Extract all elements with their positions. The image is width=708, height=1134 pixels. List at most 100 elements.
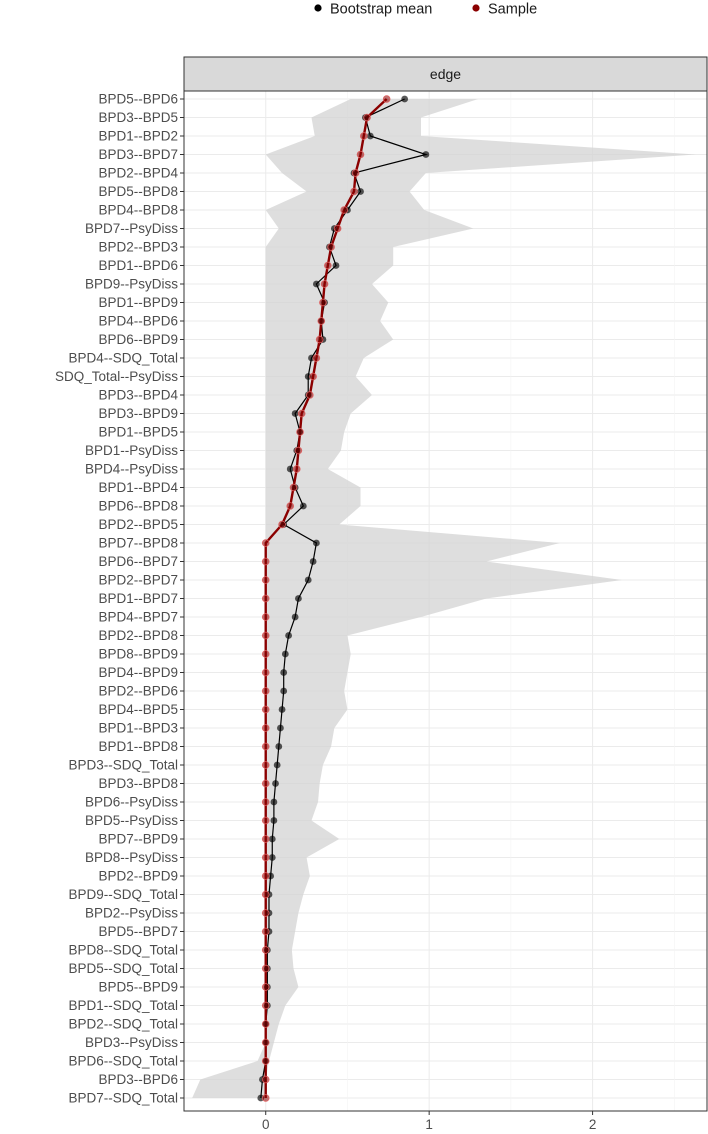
sample-point: [363, 113, 371, 122]
bootstrap-mean-point: [268, 854, 276, 861]
y-tick-label: BPD8--PsyDiss: [85, 850, 178, 865]
sample-point: [297, 409, 306, 418]
y-tick-label: BPD7--BPD8: [98, 536, 178, 551]
bootstrap-mean-point: [281, 650, 289, 658]
y-tick-label: BPD4--PsyDiss: [85, 462, 178, 477]
bootstrap-mean-point: [272, 780, 279, 787]
sample-point: [359, 132, 368, 140]
sample-point: [261, 779, 270, 788]
bootstrap-mean-point: [295, 595, 302, 602]
y-tick-label: BPD5--BPD6: [98, 92, 178, 107]
y-tick-label: BPD1--BPD4: [98, 480, 178, 495]
y-tick-label: BPD8--SDQ_Total: [68, 943, 178, 958]
y-tick-label: BPD4--BPD5: [98, 702, 178, 717]
sample-point: [261, 798, 270, 806]
y-tick-label: BPD1--BPD2: [98, 129, 178, 144]
bootstrap-mean-point: [280, 669, 288, 676]
y-tick-label: BPD1--BPD8: [98, 739, 178, 754]
y-tick-label: BPD2--BPD4: [98, 166, 178, 181]
bootstrap-mean-point: [309, 558, 317, 565]
sample-point: [312, 354, 321, 362]
y-tick-label: BPD9--PsyDiss: [85, 277, 178, 292]
bootstrap-mean-point: [268, 835, 276, 843]
y-tick-label: BPD2--BPD5: [98, 517, 178, 532]
sample-point: [261, 983, 270, 991]
y-tick-label: BPD2--BPD9: [98, 869, 178, 884]
y-tick-label: BPD2--BPD3: [98, 240, 178, 255]
y-tick-label: BPD1--BPD9: [98, 295, 178, 310]
x-axis: 0 1 2: [262, 1111, 596, 1132]
y-tick-label: BPD4--BPD8: [98, 203, 178, 218]
sample-point: [289, 483, 298, 492]
sample-points: [261, 95, 391, 1102]
y-tick-label: BPD8--BPD9: [98, 647, 178, 662]
y-tick-label: BPD2--BPD6: [98, 684, 178, 699]
legend-key: [472, 4, 480, 12]
bootstrap-mean-point: [312, 539, 320, 547]
y-tick-label: BPD7--BPD9: [98, 832, 178, 847]
sample-point: [261, 909, 270, 917]
sample-point: [261, 1094, 270, 1102]
bootstrap-mean-point: [270, 798, 278, 806]
sample-point: [261, 724, 270, 732]
facet-strip-label: edge: [430, 66, 461, 82]
y-tick-label: BPD3--BPD8: [98, 776, 178, 791]
bootstrap-mean-point: [285, 632, 292, 639]
sample-point: [261, 631, 270, 640]
y-tick-label: BPD3--BPD7: [98, 147, 178, 162]
sample-point: [333, 224, 342, 233]
y-tick-label: BPD3--BPD4: [98, 388, 178, 403]
bootstrap-mean-point: [299, 502, 307, 510]
y-tick-label: BPD3--BPD6: [98, 1072, 178, 1087]
bootstrap-mean-point: [366, 132, 374, 140]
sample-point: [261, 816, 270, 825]
sample-point: [320, 280, 329, 288]
bootstrap-mean-point: [401, 95, 409, 103]
sample-point: [356, 150, 365, 159]
x-tick-label: 0: [262, 1117, 270, 1132]
sample-point: [324, 261, 332, 270]
sample-point: [327, 243, 335, 251]
x-tick-label: 2: [589, 1117, 597, 1132]
sample-point: [261, 613, 270, 621]
sample-point: [382, 95, 391, 103]
bootstrap-mean-point: [357, 188, 364, 195]
y-tick-label: BPD1--BPD6: [98, 258, 178, 273]
y-tick-label: BPD7--SDQ_Total: [68, 1091, 178, 1106]
bootstrap-mean-point: [273, 761, 281, 769]
y-tick-label: BPD6--SDQ_Total: [68, 1054, 178, 1069]
legend-label: Bootstrap mean: [330, 2, 432, 18]
sample-point: [306, 391, 314, 399]
y-tick-label: BPD2--PsyDiss: [85, 906, 178, 921]
sample-point: [309, 372, 317, 381]
y-tick-label: BPD1--BPD5: [98, 425, 178, 440]
y-tick-label: BPD2--BPD8: [98, 628, 178, 643]
sample-point: [261, 705, 270, 714]
bootstrap-mean-point: [270, 817, 278, 824]
y-tick-label: BPD3--BPD5: [98, 110, 178, 125]
sample-point: [350, 187, 358, 196]
sample-point: [292, 465, 301, 473]
y-tick-label: BPD2--BPD7: [98, 573, 178, 588]
y-tick-label: BPD3--SDQ_Total: [68, 758, 178, 773]
y-tick-label: BPD6--BPD9: [98, 332, 178, 347]
bootstrap-mean-point: [312, 280, 320, 288]
bootstrap-mean-point: [291, 613, 299, 621]
sample-point: [261, 1001, 270, 1010]
sample-point: [261, 872, 270, 880]
bootstrap-mean-point: [280, 687, 288, 695]
y-tick-label: BPD5--SDQ_Total: [68, 961, 178, 976]
y-axis: BPD5--BPD6 BPD3--BPD5 BPD1--BPD2 BPD3--BPD7…: [55, 92, 184, 1106]
sample-point: [261, 853, 270, 862]
sample-point: [261, 1075, 270, 1084]
y-tick-label: BPD6--PsyDiss: [85, 795, 178, 810]
y-tick-label: BPD4--BPD6: [98, 314, 178, 329]
sample-point: [278, 520, 286, 529]
y-tick-label: SDQ_Total--PsyDiss: [55, 369, 178, 384]
y-tick-label: BPD4--BPD9: [98, 665, 178, 680]
y-tick-label: BPD7--PsyDiss: [85, 221, 178, 236]
bootstrap-mean-point: [277, 724, 284, 732]
y-tick-label: BPD1--BPD3: [98, 721, 178, 736]
y-tick-label: BPD4--BPD7: [98, 610, 178, 625]
facet-strip: [183, 56, 708, 92]
